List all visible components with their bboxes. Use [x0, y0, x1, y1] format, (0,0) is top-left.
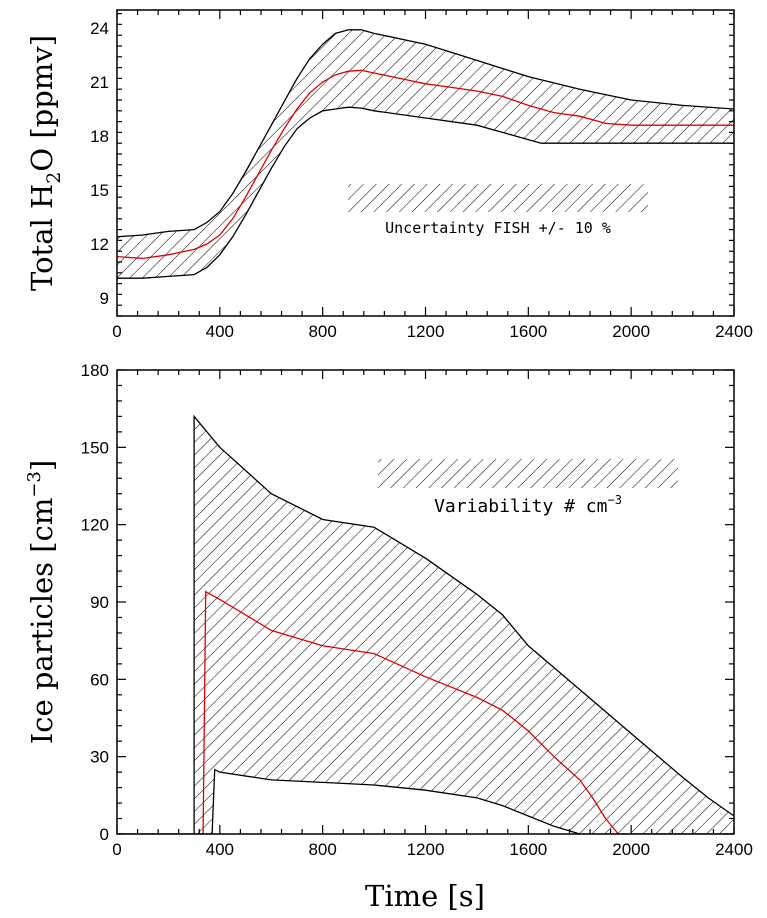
- y-tick-label: 15: [90, 181, 109, 200]
- x-tick-label: 0: [112, 322, 121, 341]
- x-tick-label: 400: [206, 840, 234, 859]
- y-axis-title-rest: O [ppmv]: [25, 35, 59, 172]
- y-tick-label: 30: [90, 748, 109, 767]
- x-tick-label: 1200: [407, 840, 445, 859]
- annotation-uncertainty: Uncertainty FISH +/- 10 %: [348, 184, 648, 237]
- y-tick-label: 24: [90, 19, 109, 38]
- band-fill: [117, 29, 734, 279]
- x-tick-label: 400: [206, 322, 234, 341]
- x-tick-label: 800: [308, 840, 336, 859]
- x-tick-label: 2400: [715, 322, 753, 341]
- x-tick-label: 2000: [612, 840, 650, 859]
- x-tick-label: 2400: [715, 840, 753, 859]
- uncertainty-band: [117, 29, 734, 279]
- annotation-sup: −3: [607, 493, 621, 507]
- series-upper: [193, 414, 734, 834]
- series-mean: [117, 590, 734, 834]
- annotation-variability: Variability # cm−3: [378, 459, 678, 517]
- y-tick-label: 120: [81, 516, 109, 535]
- x-tick-label: 800: [308, 322, 336, 341]
- y-axis-title: Total H2O [ppmv]: [25, 35, 65, 291]
- y-tick-label: 180: [81, 361, 109, 380]
- y-tick-label: 9: [100, 289, 109, 308]
- series-lower: [117, 768, 734, 834]
- y-tick-label: 21: [90, 73, 109, 92]
- y-axis-title: Ice particles [cm−3]: [24, 460, 59, 744]
- panel-water: 0 400 800 1200 1600 2000 2400 9 12 15 18 21 24 Uncer…: [25, 9, 753, 341]
- series-lines: [117, 29, 734, 279]
- y-axis-title-sub: 2: [43, 172, 65, 184]
- annotation-text: Uncertainty FISH +/- 10 %: [385, 219, 611, 237]
- y-axis-title-main: Ice particles [cm: [25, 498, 59, 745]
- y-axis-title-sup: −3: [24, 471, 45, 498]
- y-tick-label: 60: [90, 670, 109, 689]
- annotation-main: Variability # cm: [434, 496, 607, 517]
- annotation-hatch-swatch: [378, 459, 678, 488]
- x-tick-label: 1600: [509, 322, 547, 341]
- x-tick-label: 2000: [612, 322, 650, 341]
- series-lines: [117, 414, 734, 834]
- axis-ticks: 0 400 800 1200 1600 2000 2400 9 12 15 18 21 24: [90, 10, 753, 341]
- annotation-text: Variability # cm−3: [434, 493, 622, 517]
- y-axis-title-rest: ]: [25, 460, 59, 471]
- panel-ice: 0 400 800 1200 1600 2000 24000306090120150180 …: [24, 361, 753, 913]
- y-tick-label: 12: [90, 235, 109, 254]
- y-tick-label: 90: [90, 593, 109, 612]
- series-lower: [117, 106, 734, 279]
- y-axis-title-main: Total H: [25, 184, 59, 291]
- annotation-hatch-swatch: [348, 184, 648, 212]
- x-tick-label: 1600: [509, 840, 547, 859]
- x-tick-label: 1200: [407, 322, 445, 341]
- series-upper: [117, 29, 734, 238]
- series-mean: [117, 69, 734, 260]
- axis-ticks: 0 400 800 1200 1600 2000 2400 0 30 60 90 120 150 180: [81, 361, 753, 859]
- x-axis-title: Time [s]: [365, 879, 485, 913]
- y-tick-label: 0: [100, 825, 109, 844]
- y-tick-label: 150: [81, 438, 109, 457]
- y-tick-label: 18: [90, 127, 109, 146]
- x-tick-label: 0: [112, 840, 121, 859]
